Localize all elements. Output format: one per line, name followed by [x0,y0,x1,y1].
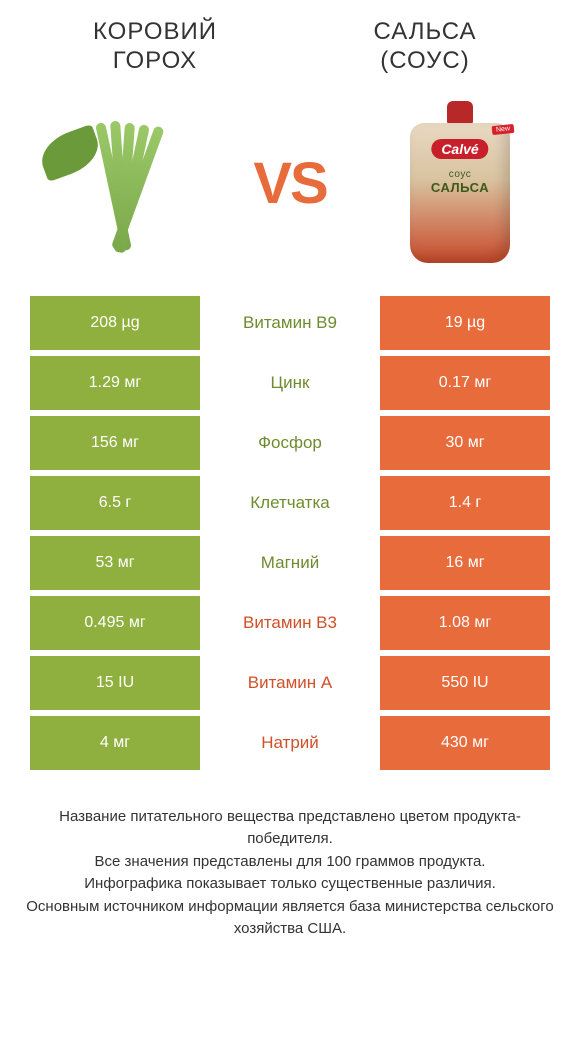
product-right-title-1: САЛЬСА [290,18,560,47]
hero-row: VS New Calvé соус САЛЬСА [0,86,580,296]
table-row: 0.495 мгВитамин B31.08 мг [30,596,550,650]
nutrient-name: Фосфор [200,416,380,470]
header: КОРОВИЙ ГОРОХ САЛЬСА (СОУС) [0,0,580,86]
value-left: 6.5 г [30,476,200,530]
table-row: 15 IUВитамин A550 IU [30,656,550,710]
nutrient-name: Магний [200,536,380,590]
table-row: 1.29 мгЦинк0.17 мг [30,356,550,410]
table-row: 156 мгФосфор30 мг [30,416,550,470]
product-right-image: New Calvé соус САЛЬСА [375,98,545,268]
product-left-title-2: ГОРОХ [20,47,290,76]
value-left: 53 мг [30,536,200,590]
vs-label: VS [253,150,326,217]
pouch-new-badge: New [492,123,515,134]
table-row: 208 µgВитамин B919 µg [30,296,550,350]
value-right: 1.4 г [380,476,550,530]
sauce-pouch-icon: New Calvé соус САЛЬСА [400,101,520,266]
footnote-line: Все значения представлены для 100 граммо… [20,851,560,874]
nutrient-name: Цинк [200,356,380,410]
nutrient-name: Витамин B3 [200,596,380,650]
value-right: 16 мг [380,536,550,590]
value-left: 0.495 мг [30,596,200,650]
product-right-title-2: (СОУС) [290,47,560,76]
value-left: 4 мг [30,716,200,770]
footnote-line: Инфографика показывает только существенн… [20,873,560,896]
value-right: 19 µg [380,296,550,350]
title-left: КОРОВИЙ ГОРОХ [20,18,290,76]
nutrient-name: Клетчатка [200,476,380,530]
table-row: 6.5 гКлетчатка1.4 г [30,476,550,530]
value-left: 156 мг [30,416,200,470]
footnote-line: Название питательного вещества представл… [20,806,560,851]
value-left: 1.29 мг [30,356,200,410]
product-left-image [35,98,205,268]
value-left: 208 µg [30,296,200,350]
value-right: 30 мг [380,416,550,470]
product-left-title-1: КОРОВИЙ [20,18,290,47]
title-right: САЛЬСА (СОУС) [290,18,560,76]
nutrient-name: Натрий [200,716,380,770]
table-row: 53 мгМагний16 мг [30,536,550,590]
value-right: 0.17 мг [380,356,550,410]
value-right: 1.08 мг [380,596,550,650]
footnote: Название питательного вещества представл… [0,776,580,941]
nutrient-name: Витамин B9 [200,296,380,350]
value-right: 550 IU [380,656,550,710]
pouch-brand: Calvé [431,139,488,159]
value-right: 430 мг [380,716,550,770]
table-row: 4 мгНатрий430 мг [30,716,550,770]
value-left: 15 IU [30,656,200,710]
footnote-line: Основным источником информации является … [20,896,560,941]
nutrient-name: Витамин A [200,656,380,710]
comparison-table: 208 µgВитамин B919 µg1.29 мгЦинк0.17 мг1… [0,296,580,770]
pouch-label: соус САЛЬСА [431,169,489,195]
green-beans-icon [40,103,200,263]
